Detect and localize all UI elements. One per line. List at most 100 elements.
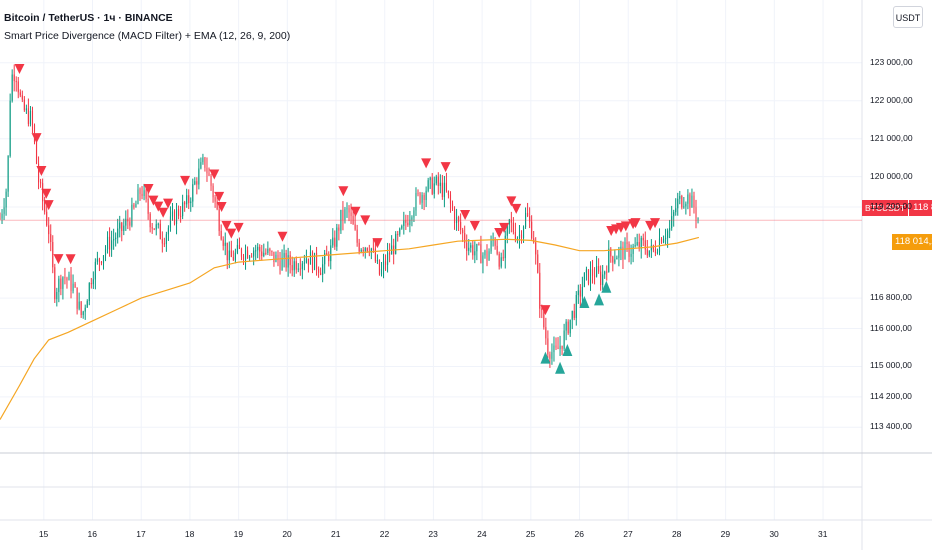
candle-body: [131, 204, 133, 226]
candle-body: [102, 255, 105, 264]
candle-body: [571, 310, 573, 320]
time-axis-label: 27: [623, 529, 633, 539]
candle-body: [157, 223, 159, 225]
candle-body: [596, 266, 598, 277]
sell-signal-marker: [421, 158, 432, 169]
candle-body: [313, 252, 316, 270]
candle-body: [541, 308, 543, 310]
candle-body: [413, 210, 415, 218]
indicator-title[interactable]: Smart Price Divergence (MACD Filter) + E…: [4, 30, 291, 42]
candle-body: [257, 246, 259, 251]
candle-body: [322, 264, 324, 275]
candle-body: [293, 261, 295, 271]
candle-body: [535, 242, 537, 255]
candle-body: [80, 301, 82, 315]
time-axis-label: 25: [525, 529, 536, 539]
candle-body: [553, 345, 555, 353]
candle-body: [419, 193, 421, 203]
candle-body: [567, 321, 569, 334]
candle-body: [285, 253, 287, 268]
candle-body: [435, 176, 437, 184]
candle-body: [496, 245, 498, 254]
candle-body: [334, 237, 336, 247]
sell-signal-marker: [645, 221, 656, 232]
candle-body: [74, 283, 76, 288]
last-price-tag: BTCUSDT 118 851,11: [862, 200, 932, 216]
price-axis-label: 123 000,00: [870, 56, 913, 67]
candle-body: [626, 242, 628, 244]
candle-body: [340, 209, 342, 231]
candle-body: [632, 246, 634, 254]
candle-body: [330, 245, 332, 262]
candle-body: [620, 246, 622, 250]
candle-body: [429, 177, 431, 181]
sell-signal-marker: [163, 198, 174, 209]
candle-body: [171, 211, 174, 217]
candle-body: [52, 242, 54, 268]
candle-body: [606, 271, 608, 273]
sell-signal-marker: [511, 203, 522, 214]
candle-body: [289, 255, 291, 266]
candle-body: [504, 235, 506, 259]
candle-body: [64, 277, 66, 279]
candle-body: [516, 238, 519, 240]
candle-body: [675, 208, 677, 213]
candle-body: [332, 237, 334, 246]
candle-body: [155, 224, 157, 230]
candle-body: [271, 251, 273, 253]
candle-body: [198, 168, 200, 185]
candle-body: [389, 252, 391, 255]
candle-body: [76, 287, 78, 309]
candle-body: [279, 260, 281, 270]
candle-body: [683, 206, 685, 208]
candle-body: [111, 240, 113, 250]
candle-body: [336, 227, 338, 247]
candle-body: [125, 218, 127, 226]
candle-body: [417, 193, 419, 195]
price-axis-label: 113 400,00: [870, 421, 912, 432]
symbol-title[interactable]: Bitcoin / TetherUS · 1ч · BINANCE: [4, 12, 173, 24]
candle-body: [226, 242, 228, 261]
candle-body: [522, 226, 525, 238]
candle-body: [575, 294, 577, 318]
candle-body: [616, 257, 618, 260]
candle-body: [364, 248, 366, 252]
candle-body: [295, 261, 297, 270]
candle-body: [35, 141, 38, 164]
buy-signal-marker: [562, 344, 573, 357]
candle-body: [405, 220, 407, 223]
time-axis-label: 20: [282, 529, 292, 539]
candle-body: [7, 155, 9, 192]
candle-body: [309, 252, 312, 265]
time-axis-label: 28: [671, 529, 682, 539]
candle-body: [557, 347, 559, 350]
candle-body: [545, 327, 547, 339]
candle-body: [498, 253, 500, 267]
sell-signal-marker: [43, 200, 54, 211]
candle-body: [247, 250, 249, 259]
candle-body: [458, 217, 460, 222]
candle-body: [167, 227, 169, 235]
buy-signal-marker: [594, 293, 605, 306]
candle-body: [311, 252, 314, 270]
time-axis-label: 17: [136, 529, 146, 539]
candle-body: [685, 203, 687, 207]
candle-body: [693, 195, 695, 208]
candle-body: [297, 268, 299, 270]
candle-body: [466, 242, 468, 251]
candle-body: [119, 222, 121, 229]
currency-button[interactable]: USDT: [893, 6, 923, 28]
candle-body: [638, 242, 640, 249]
candle-body: [646, 249, 648, 256]
candle-body: [326, 253, 328, 255]
candle-body: [460, 221, 462, 230]
candle-body: [27, 108, 29, 124]
candle-body: [242, 256, 245, 260]
time-axis-label: 31: [818, 529, 828, 539]
candle-body: [380, 268, 383, 275]
candle-body: [255, 250, 257, 252]
candle-body: [115, 237, 117, 240]
candle-body: [667, 230, 669, 238]
